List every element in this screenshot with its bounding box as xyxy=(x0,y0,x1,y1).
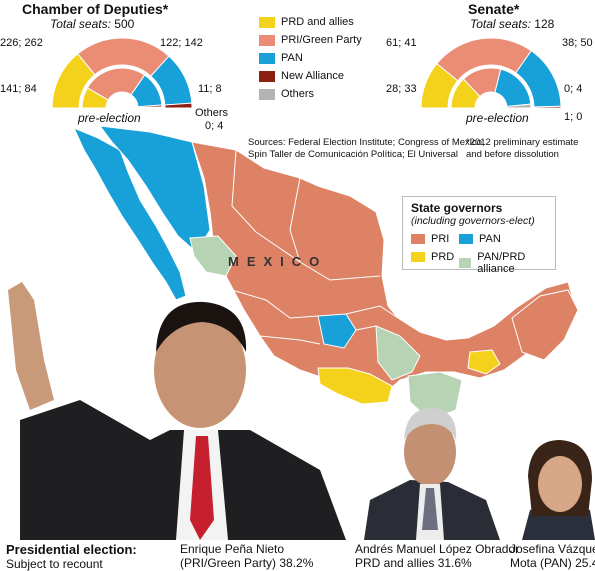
deputies-total-value: 500 xyxy=(114,17,135,31)
prd-swatch xyxy=(259,16,275,28)
senate-label-new-alliance: 1; 0 xyxy=(564,111,583,123)
gov-item-pri: PRI xyxy=(411,233,449,245)
baja-peninsula xyxy=(73,127,187,301)
footnote: *2012 preliminary estimate and before di… xyxy=(466,137,578,161)
senate-pre-election: pre-election xyxy=(466,111,529,125)
senate-chart xyxy=(420,37,562,109)
alliance-east xyxy=(375,325,421,381)
legend-item-prd: PRD and allies xyxy=(259,16,354,28)
deputies-label-prd: 141; 84 xyxy=(0,83,37,95)
governors-title: State governors xyxy=(411,201,503,215)
yucatan-peninsula xyxy=(511,289,579,361)
legend-label: New Alliance xyxy=(281,70,344,82)
pri-swatch xyxy=(411,234,425,244)
deputies-label-others: 0; 4 xyxy=(205,120,224,132)
gov-label: PAN xyxy=(479,233,501,245)
gov-label: PAN/PRD alliance xyxy=(477,251,526,275)
candidate-detail: (PRI/Green Party) 38.2% xyxy=(180,556,314,570)
candidate-name: Andrés Manuel López Obrador xyxy=(355,542,520,556)
sources-line-1: Sources: Federal Election Institute; Con… xyxy=(248,137,485,148)
deputies-label-pri: 226; 262 xyxy=(0,37,43,49)
deputies-total: Total seats: 500 xyxy=(50,17,134,31)
senate-total-label: Total seats: xyxy=(470,17,531,31)
senate-label-pri: 61; 41 xyxy=(386,37,417,49)
governors-subtitle: (including governors-elect) xyxy=(411,215,535,227)
alliance-south xyxy=(407,371,463,421)
deputies-chart-ring1-others-segment xyxy=(137,106,163,109)
candidate-name: Enrique Peña Nieto xyxy=(180,542,285,556)
pan-swatch xyxy=(259,52,275,64)
gov-label: PRI xyxy=(431,233,450,245)
pan-swatch xyxy=(459,234,473,244)
alliance-north xyxy=(189,235,237,277)
others-swatch xyxy=(259,88,275,100)
prd-guerrero xyxy=(317,367,393,405)
legend-item-new-alliance: New Alliance xyxy=(259,70,344,82)
senate-label-pan: 38; 50 xyxy=(562,37,593,49)
senate-title: Senate* xyxy=(468,1,520,17)
state-borders xyxy=(231,149,399,345)
election-title: Presidential election: xyxy=(6,542,137,557)
election-subtitle: Subject to recount xyxy=(6,557,103,571)
legend-label: PRI/Green Party xyxy=(281,34,362,46)
legend-item-pri: PRI/Green Party xyxy=(259,34,362,46)
candidate-pena-nieto: Enrique Peña Nieto (PRI/Green Party) 38.… xyxy=(180,542,313,570)
lopez-obrador-photo xyxy=(364,408,500,540)
legend-item-pan: PAN xyxy=(259,52,303,64)
alliance-swatch xyxy=(459,258,472,268)
vazquez-mota-photo xyxy=(522,440,595,540)
deputies-pre-election: pre-election xyxy=(78,111,141,125)
map-country-label: MEXICO xyxy=(228,254,327,269)
pan-centre xyxy=(317,313,357,349)
senate-total-value: 128 xyxy=(534,17,555,31)
senate-total: Total seats: 128 xyxy=(470,17,554,31)
sources: Sources: Federal Election Institute; Con… xyxy=(248,137,485,161)
deputies-label-new-alliance: 11; 8 xyxy=(198,83,222,95)
candidate-detail: Mota (PAN) 25.4% xyxy=(510,556,595,570)
senate-chart-ring0-new-alliance-segment xyxy=(533,105,562,109)
deputies-others-caption: Others xyxy=(195,107,229,119)
gov-item-alliance: PAN/PRD alliance xyxy=(459,251,555,275)
sources-line-2: Spin Taller de Comunicación Política; El… xyxy=(248,149,458,160)
senate-label-others: 0; 4 xyxy=(564,83,583,95)
sonora-state xyxy=(98,125,211,253)
legend-item-others: Others xyxy=(259,88,314,100)
candidate-lopez-obrador: Andrés Manuel López Obrador PRD and alli… xyxy=(355,542,519,570)
gov-item-prd: PRD xyxy=(411,251,454,263)
candidate-detail: PRD and allies 31.6% xyxy=(355,556,472,570)
deputies-chart xyxy=(51,37,193,109)
governors-legend: State governors (including governors-ele… xyxy=(402,196,556,275)
candidate-name: Josefina Vázquez xyxy=(510,542,595,556)
deputies-chart-ring1-pri-segment xyxy=(86,67,146,101)
pri-swatch xyxy=(259,34,275,46)
candidate-vazquez-mota: Josefina Vázquez Mota (PAN) 25.4% xyxy=(510,542,595,570)
footnote-line-2: and before dissolution xyxy=(466,149,559,160)
gov-label: PRD xyxy=(431,251,455,263)
prd-tabasco xyxy=(467,349,501,375)
legend-label: PAN xyxy=(281,52,303,64)
footnote-line-1: *2012 preliminary estimate xyxy=(466,137,579,148)
pena-nieto-photo xyxy=(8,282,346,540)
deputies-chart-ring0-new-alliance-segment xyxy=(164,102,193,109)
new-alliance-swatch xyxy=(259,70,275,82)
deputies-title: Chamber of Deputies* xyxy=(22,1,169,17)
legend-label: PRD and allies xyxy=(281,16,354,28)
deputies-total-label: Total seats: xyxy=(50,17,111,31)
senate-label-prd: 28; 33 xyxy=(386,83,417,95)
gov-item-pan: PAN xyxy=(459,233,501,245)
legend-label: Others xyxy=(281,88,315,100)
deputies-label-pan: 122; 142 xyxy=(160,37,203,49)
senate-chart-ring1-others-segment xyxy=(506,103,532,109)
prd-swatch xyxy=(411,252,425,262)
